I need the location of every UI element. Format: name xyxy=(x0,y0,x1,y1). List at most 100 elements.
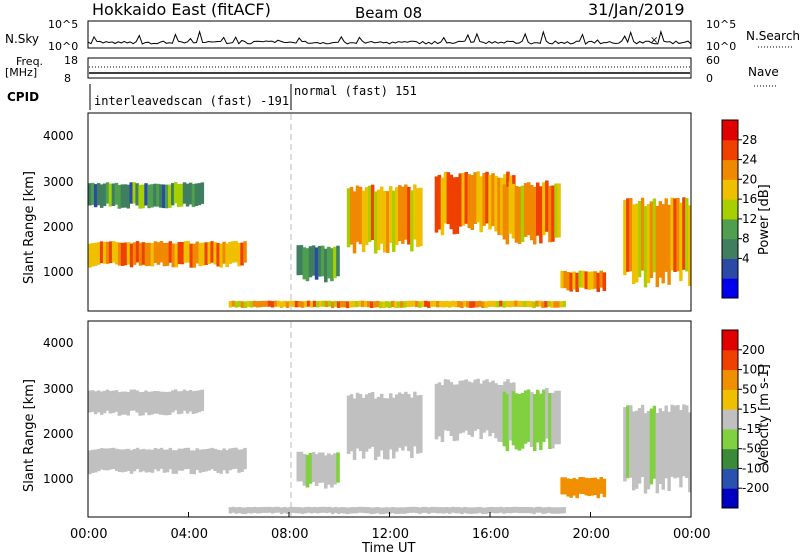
velocity-echo-cell xyxy=(635,410,639,489)
velocity-echo-cell xyxy=(514,506,518,513)
power-echo-cell xyxy=(652,198,657,273)
velocity-echo-cell xyxy=(623,407,627,482)
velocity-echo-cell xyxy=(418,507,422,514)
power-echo-cell xyxy=(314,247,319,280)
power-echo-cell xyxy=(261,300,266,307)
velocity-echo-cell xyxy=(330,454,334,488)
power-echo-cell xyxy=(105,241,110,264)
velocity-echo-cell xyxy=(361,397,366,459)
velocity-echo-cell xyxy=(535,506,539,513)
velocity-echo-cell xyxy=(481,507,485,515)
velocity-echo-cell xyxy=(243,447,247,470)
power-colorbar-swatch xyxy=(722,199,738,220)
velocity-colorbar-tick-label: -15 xyxy=(742,422,762,436)
power-echo-cell xyxy=(623,199,627,276)
noise-right-label: N.Search xyxy=(746,29,800,43)
velocity-echo-cell xyxy=(476,378,480,430)
power-echo-cell xyxy=(351,301,356,308)
power-echo-cell xyxy=(114,182,119,205)
power-echo-cell xyxy=(667,204,671,285)
velocity-echo-cell xyxy=(200,389,205,411)
velocity-echo-cell xyxy=(436,507,440,514)
power-echo-cell xyxy=(452,177,457,235)
power-echo-cell xyxy=(553,301,557,308)
power-echo-cell xyxy=(415,300,419,308)
velocity-echo-cell xyxy=(159,391,163,415)
velocity-echo-cell xyxy=(302,453,307,486)
power-echo-cell xyxy=(394,301,398,308)
noise-left-label: N.Sky xyxy=(5,32,39,46)
power-echo-cell xyxy=(401,186,405,244)
velocity-echo-cell xyxy=(174,450,179,474)
power-echo-cell xyxy=(317,245,322,277)
power-echo-cell xyxy=(556,301,560,308)
velocity-echo-cell xyxy=(419,395,423,453)
power-echo-cell xyxy=(165,184,169,209)
power-colorbar-swatch xyxy=(722,159,738,180)
power-echo-cell xyxy=(188,182,193,205)
power-echo-cell xyxy=(156,183,160,207)
velocity-echo-cell xyxy=(514,393,519,450)
power-echo-cell xyxy=(421,300,425,307)
power-echo-cell xyxy=(560,270,564,289)
velocity-echo-cell xyxy=(186,447,191,469)
velocity-echo-cell xyxy=(685,405,689,478)
velocity-echo-cell xyxy=(560,477,564,495)
power-echo-cell xyxy=(102,241,107,264)
velocity-echo-cell xyxy=(682,404,686,477)
power-echo-cell xyxy=(406,300,410,308)
velocity-echo-cell xyxy=(192,450,196,475)
velocity-echo-cell xyxy=(188,390,193,412)
power-echo-cell xyxy=(533,186,537,245)
velocity-echo-cell xyxy=(499,506,503,513)
velocity-colorbar: 200 100 50 15 -15 -50 -100 -200 xyxy=(721,329,769,509)
power-echo-cell xyxy=(437,174,442,230)
power-echo-cell xyxy=(575,272,579,292)
velocity-echo-cell xyxy=(111,390,116,413)
velocity-echo-cell xyxy=(97,448,101,472)
power-echo-cell xyxy=(569,272,573,292)
power-echo-cell xyxy=(632,204,636,285)
velocity-echo-cell xyxy=(349,394,354,452)
power-echo-cell xyxy=(267,300,272,307)
power-colorbar-swatch xyxy=(722,238,738,259)
velocity-echo-cell xyxy=(336,507,341,514)
velocity-echo-cell xyxy=(279,507,284,515)
power-echo-cell xyxy=(138,184,142,209)
velocity-echo-cell xyxy=(231,447,235,470)
power-echo-cell xyxy=(446,172,451,225)
power-echo-cell xyxy=(171,243,176,268)
velocity-echo-cell xyxy=(434,383,439,440)
velocity-colorbar-tick-label: 200 xyxy=(742,343,765,357)
nave-tick-top: 60 xyxy=(706,54,720,67)
power-echo-cell xyxy=(93,184,98,208)
velocity-echo-cell xyxy=(469,507,473,514)
power-echo-cell xyxy=(433,300,437,307)
velocity-echo-cell xyxy=(225,450,229,474)
velocity-echo-cell xyxy=(505,394,510,452)
power-echo-cell xyxy=(197,183,202,206)
power-echo-cell xyxy=(367,301,371,308)
velocity-echo-cell xyxy=(404,391,408,447)
velocity-echo-cell xyxy=(643,413,648,494)
velocity-echo-cell xyxy=(147,391,151,416)
power-echo-cell xyxy=(476,171,480,223)
power-ytick-3000: 3000 xyxy=(43,175,74,189)
velocity-echo-cell xyxy=(267,506,272,513)
power-echo-cell xyxy=(135,183,139,206)
velocity-echo-cell xyxy=(114,448,119,471)
power-echo-cell xyxy=(475,301,479,308)
velocity-echo-cell xyxy=(299,451,304,482)
velocity-echo-cell xyxy=(177,448,182,471)
velocity-echo-cell xyxy=(204,449,208,472)
power-echo-cell xyxy=(123,184,128,208)
power-colorbar-tick-label: 20 xyxy=(742,172,757,186)
velocity-echo-cell xyxy=(300,507,305,514)
power-echo-cell xyxy=(392,190,396,252)
site-title: Hokkaido East (fitACF) xyxy=(92,0,271,19)
velocity-echo-cell xyxy=(156,448,161,472)
power-echo-cell xyxy=(294,301,299,308)
velocity-echo-cell xyxy=(557,390,561,445)
power-echo-cell xyxy=(679,202,683,282)
